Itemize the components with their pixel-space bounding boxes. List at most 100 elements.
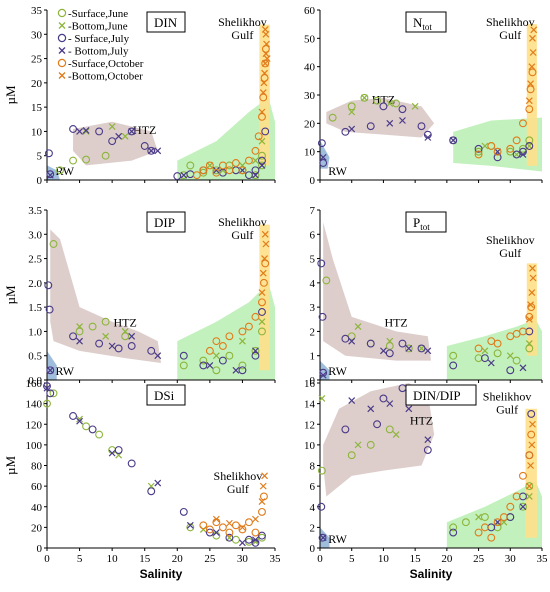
legend: -Surface,June-Bottom,June- Surface,July-…	[57, 8, 144, 83]
series-bottom-june	[348, 94, 533, 158]
y-tick-label: 1	[310, 351, 316, 363]
gulf-label: Shelikhov	[218, 15, 267, 29]
data-point	[527, 462, 535, 469]
gulf-label: Gulf	[499, 28, 521, 42]
series-bottom-july	[319, 337, 527, 379]
data-point	[199, 521, 208, 530]
marker-stroke	[527, 301, 535, 309]
marker-stroke	[206, 162, 214, 169]
data-point	[449, 523, 458, 532]
marker-stroke	[519, 151, 527, 158]
data-point	[449, 361, 458, 370]
rw-region	[320, 140, 330, 169]
data-point	[140, 142, 149, 150]
series-bottom-october	[525, 420, 536, 490]
rw-label: RW	[328, 532, 347, 546]
data-point	[225, 332, 234, 341]
data-point	[341, 425, 350, 434]
data-point	[69, 156, 78, 165]
rw-label: RW	[328, 164, 347, 178]
data-point	[231, 535, 240, 544]
marker-stroke	[154, 479, 162, 487]
data-point	[186, 523, 195, 532]
legend-label: -Bottom,October	[68, 71, 143, 83]
htz-label: HTZ	[372, 93, 395, 107]
data-point	[399, 117, 406, 124]
data-point	[127, 459, 136, 468]
data-point	[212, 168, 221, 177]
data-point	[238, 166, 247, 175]
y-tick-label: 0.5	[28, 351, 42, 363]
data-point	[108, 449, 116, 457]
data-point	[218, 523, 227, 532]
panel-3: 0.0 0.5 1.0 1.5 2.0 2.5 3.0 3.5 µM DIP HTZ RW Shelik…	[3, 205, 276, 387]
marker-stroke	[263, 40, 270, 48]
y-tick-label: 4	[310, 278, 316, 290]
panel-title-box	[146, 11, 186, 33]
data-point	[392, 99, 401, 108]
data-point	[262, 240, 270, 248]
data-point	[244, 171, 253, 180]
y-tick-label: 2	[310, 326, 316, 338]
htz-region	[50, 229, 161, 363]
data-point	[386, 119, 394, 127]
data-point	[493, 339, 502, 348]
data-point	[82, 422, 91, 431]
marker-stroke	[262, 50, 270, 58]
data-point	[154, 147, 162, 155]
data-point	[398, 384, 407, 393]
data-point	[75, 327, 84, 336]
gulf-region	[177, 282, 275, 380]
y-tick-label: 30	[304, 90, 316, 102]
x-tick-label: 15	[410, 553, 422, 565]
data-point	[252, 536, 259, 544]
data-point	[525, 97, 533, 105]
data-point	[127, 342, 136, 350]
marker-stroke	[76, 337, 83, 345]
data-point	[192, 171, 201, 180]
marker-stroke	[529, 49, 537, 56]
data-point	[76, 337, 83, 345]
data-point	[212, 337, 221, 346]
data-point	[474, 344, 483, 353]
marker-stroke	[82, 128, 90, 135]
panel-title-box	[405, 384, 477, 406]
y-tick-label: 10	[31, 126, 43, 138]
y-tick-label: 20	[304, 118, 316, 130]
marker-stroke	[261, 472, 269, 480]
data-point	[179, 351, 188, 360]
marker-stroke	[76, 417, 83, 425]
gulf-label: Shelikhov	[218, 215, 267, 229]
marker-stroke	[360, 94, 368, 102]
marker-stroke	[513, 151, 521, 158]
data-point	[46, 366, 55, 375]
marker-stroke	[525, 482, 533, 490]
data-point	[322, 276, 331, 285]
data-point	[121, 328, 129, 335]
series-bottom-october	[525, 264, 537, 323]
gulf-core-region	[526, 263, 537, 356]
marker-stroke	[252, 157, 259, 164]
data-point	[506, 352, 514, 360]
data-point	[258, 327, 266, 336]
data-point	[212, 366, 221, 375]
data-point	[205, 525, 214, 534]
legend-label: -Bottom,June	[68, 21, 128, 33]
data-point	[525, 344, 534, 353]
marker-stroke	[529, 420, 536, 428]
data-point	[238, 525, 247, 534]
legend-marker	[57, 58, 67, 68]
gulf-label: Shelikhov	[486, 15, 535, 29]
data-point	[173, 172, 182, 181]
data-point	[258, 507, 266, 516]
series-surface-june	[317, 425, 534, 532]
data-point	[461, 518, 470, 527]
data-point	[212, 166, 220, 174]
marker-stroke	[259, 269, 267, 277]
marker-stroke	[261, 60, 269, 67]
series-bottom-july	[319, 117, 527, 161]
gulf-label: Gulf	[231, 28, 253, 42]
data-point	[367, 405, 375, 413]
y-tick-label: 3	[310, 302, 316, 314]
data-point	[319, 159, 328, 167]
